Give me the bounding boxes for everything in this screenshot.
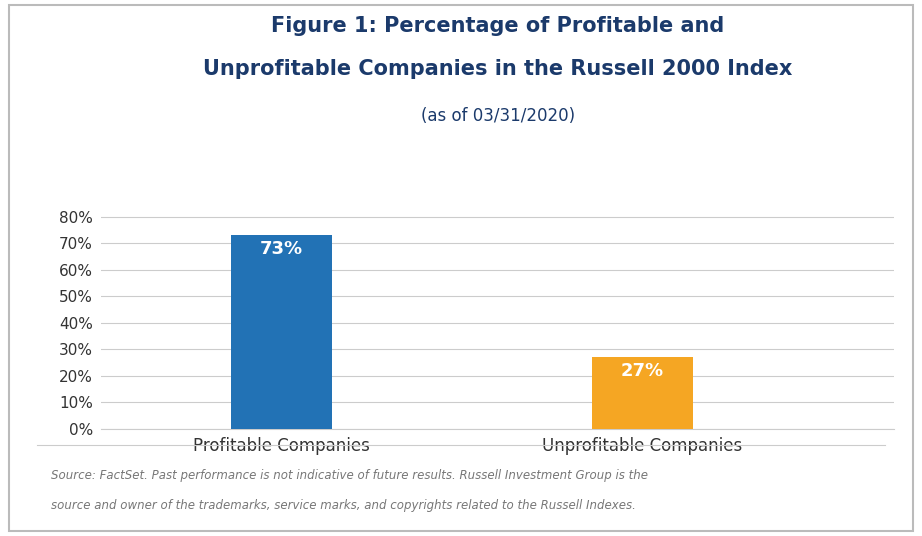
Text: (as of 03/31/2020): (as of 03/31/2020) [420, 107, 575, 125]
Text: Source: FactSet. Past performance is not indicative of future results. Russell I: Source: FactSet. Past performance is not… [51, 470, 648, 482]
Text: Unprofitable Companies in the Russell 2000 Index: Unprofitable Companies in the Russell 20… [203, 59, 793, 79]
Text: source and owner of the trademarks, service marks, and copyrights related to the: source and owner of the trademarks, serv… [51, 499, 635, 512]
Text: 73%: 73% [260, 240, 303, 258]
Bar [592, 358, 692, 429]
Bar [231, 235, 332, 429]
Text: Figure 1: Percentage of Profitable and: Figure 1: Percentage of Profitable and [271, 16, 725, 36]
Text: 27%: 27% [621, 362, 664, 379]
